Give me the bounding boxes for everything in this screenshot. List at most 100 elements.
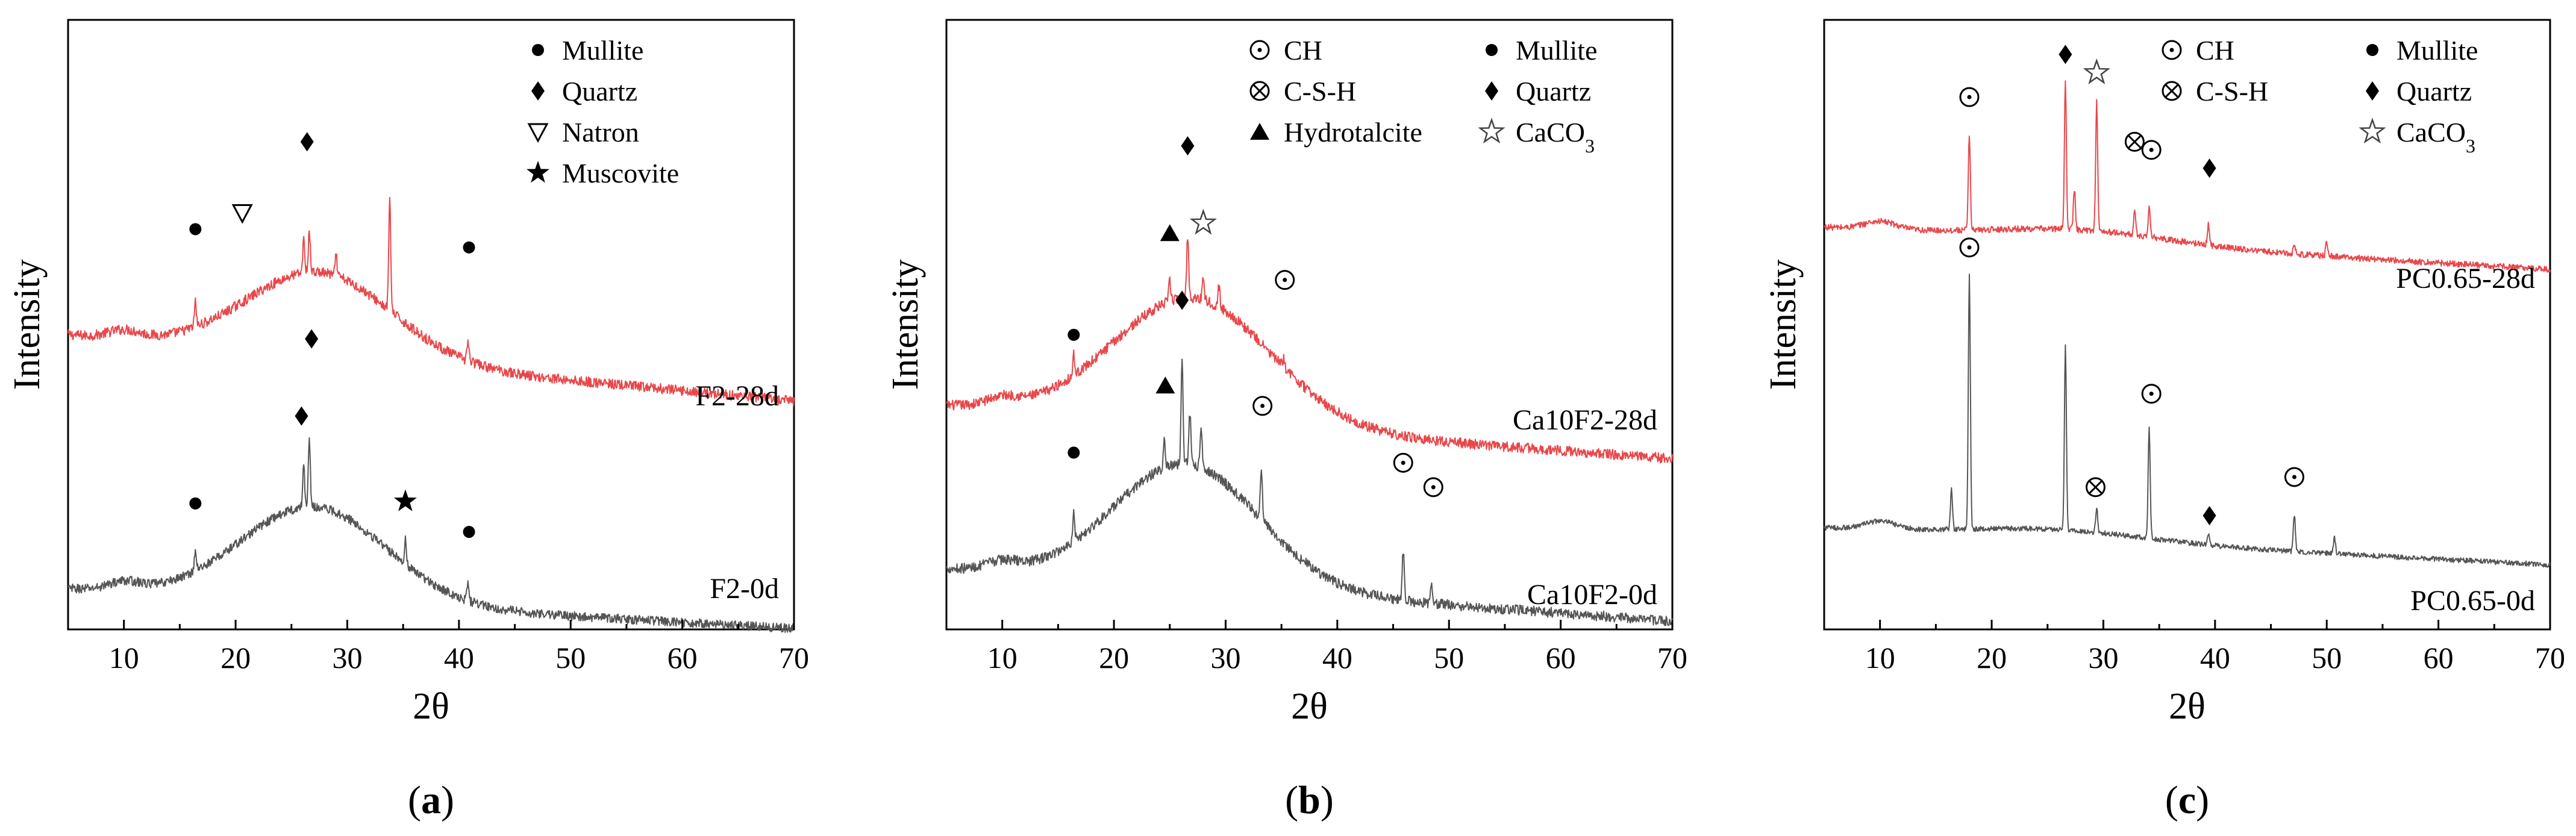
- peak-marker-filled-triangle-up-icon: [1160, 224, 1180, 242]
- series-line-PC0.65-28d: [1824, 80, 2551, 273]
- series-line-PC0.65-0d: [1824, 273, 2551, 568]
- plot-frame: [945, 19, 1674, 631]
- peak-marker-filled-triangle-up-icon: [1155, 376, 1175, 394]
- x-tick-label: 10: [987, 641, 1018, 675]
- series-line-Ca10F2-28d: [946, 239, 1673, 464]
- peak-marker-open-circle-dot-icon: [1959, 237, 1980, 258]
- peak-marker-filled-circle-icon: [189, 497, 202, 510]
- legend-open-star-icon: [1478, 117, 1505, 144]
- x-tick-label: 40: [1322, 641, 1352, 675]
- peak-marker-open-circle-dot-icon: [1393, 452, 1413, 473]
- legend-label: CH: [1284, 35, 1322, 66]
- legend-open-circle-dot-icon: [2162, 40, 2182, 60]
- legend-filled-diamond-icon: [1485, 81, 1498, 101]
- x-tick-label: 10: [109, 641, 139, 675]
- legend-open-star-icon: [2359, 117, 2386, 144]
- legend-label: CaCO3: [1516, 117, 1595, 157]
- x-tick-label: 50: [555, 641, 586, 675]
- y-axis-title: Intensity: [1763, 260, 1804, 390]
- legend-filled-circle-icon: [2366, 44, 2378, 56]
- peak-marker-open-circle-dot-icon: [2141, 140, 2162, 160]
- legend-label: Muscovite: [562, 158, 679, 189]
- peak-marker-filled-diamond-icon: [1181, 136, 1195, 156]
- peak-marker-open-star-icon: [2083, 58, 2111, 84]
- legend-label: Hydrotalcite: [1284, 117, 1422, 148]
- legend-filled-triangle-up-icon: [1250, 123, 1269, 140]
- legend-label: Quartz: [1516, 76, 1591, 107]
- series-label: PC0.65-0d: [2410, 585, 2535, 617]
- legend-label: CH: [2196, 35, 2234, 66]
- panel-label: (c): [2165, 778, 2209, 822]
- legend-label: Mullite: [1516, 35, 1597, 66]
- peak-marker-filled-circle-icon: [189, 223, 202, 236]
- plot-frame: [67, 19, 795, 631]
- series-label: Ca10F2-28d: [1513, 404, 1657, 436]
- legend-filled-diamond-icon: [531, 81, 545, 101]
- legend-filled-circle-icon: [532, 44, 544, 56]
- legend-label: Quartz: [562, 76, 637, 107]
- legend-label: C-S-H: [2196, 76, 2268, 107]
- x-tick-label: 60: [667, 641, 698, 675]
- x-tick-label: 30: [332, 641, 362, 675]
- peak-marker-filled-diamond-icon: [1175, 290, 1189, 310]
- legend-open-circle-cross-icon: [2162, 81, 2182, 101]
- series-label: F2-28d: [695, 380, 779, 412]
- plot-frame: [1823, 19, 2551, 631]
- legend-label: Mullite: [2396, 35, 2478, 66]
- y-axis-title: Intensity: [7, 260, 48, 390]
- peak-marker-open-circle-dot-icon: [1275, 270, 1295, 290]
- peak-marker-open-circle-dot-icon: [1959, 87, 1980, 107]
- peak-marker-filled-circle-icon: [1068, 328, 1080, 341]
- legend-open-circle-cross-icon: [1249, 81, 1270, 101]
- legend-filled-circle-icon: [1486, 44, 1498, 56]
- y-axis-title: Intensity: [885, 260, 926, 390]
- series-label: PC0.65-28d: [2396, 263, 2535, 295]
- legend-label: C-S-H: [1284, 76, 1356, 107]
- peak-marker-open-circle-cross-icon: [2085, 477, 2106, 498]
- x-tick-label: 40: [444, 641, 474, 675]
- legend-open-circle-dot-icon: [1249, 40, 1270, 60]
- legend-filled-diamond-icon: [2366, 81, 2379, 101]
- x-tick-label: 50: [1434, 641, 1464, 675]
- panel-label: (b): [1285, 778, 1334, 822]
- legend-open-triangle-down-icon: [527, 123, 549, 143]
- peak-marker-open-circle-dot-icon: [2284, 467, 2304, 487]
- peak-marker-filled-diamond-icon: [300, 132, 314, 152]
- panel-c: PC0.65-28d PC0.65-0d CH Mullite C-S-H Quartz C…: [1763, 19, 2565, 822]
- x-tick-label: 20: [220, 641, 251, 675]
- peak-marker-open-circle-cross-icon: [2124, 131, 2145, 152]
- peak-marker-filled-star-icon: [393, 489, 417, 511]
- peak-marker-filled-circle-icon: [463, 526, 475, 538]
- x-axis-title: 2θ: [1291, 686, 1328, 727]
- panel-b: Ca10F2-28d Ca10F2-0d CH Mullite C-S-H Quartz H…: [885, 19, 1687, 822]
- x-tick-label: 60: [1546, 641, 1576, 675]
- peak-marker-filled-diamond-icon: [2202, 506, 2216, 526]
- x-tick-label: 30: [1210, 641, 1240, 675]
- x-tick-label: 20: [1977, 641, 2007, 675]
- peak-marker-filled-diamond-icon: [2059, 45, 2072, 64]
- peak-marker-open-star-icon: [1189, 208, 1218, 235]
- x-tick-label: 70: [779, 641, 809, 675]
- x-axis-title: 2θ: [2169, 686, 2206, 727]
- x-axis-title: 2θ: [413, 686, 449, 727]
- x-tick-label: 50: [2312, 641, 2342, 675]
- series-line-F2-0d: [67, 437, 795, 633]
- x-tick-label: 10: [1865, 641, 1895, 675]
- panel-label: (a): [408, 778, 454, 822]
- series-line-Ca10F2-0d: [946, 358, 1673, 626]
- peak-marker-open-circle-dot-icon: [1252, 396, 1273, 416]
- peak-marker-filled-diamond-icon: [295, 406, 308, 426]
- legend-label: CaCO3: [2396, 117, 2475, 157]
- peak-marker-open-circle-dot-icon: [2141, 384, 2162, 404]
- series-label: F2-0d: [710, 573, 779, 605]
- x-tick-label: 20: [1099, 641, 1129, 675]
- x-tick-label: 70: [1657, 641, 1687, 675]
- peak-marker-open-circle-dot-icon: [1423, 477, 1443, 498]
- x-tick-label: 70: [2535, 641, 2565, 675]
- peak-marker-filled-diamond-icon: [2202, 158, 2216, 178]
- peak-marker-filled-circle-icon: [1068, 446, 1080, 459]
- peak-marker-filled-diamond-icon: [305, 329, 319, 349]
- peak-marker-open-triangle-down-icon: [231, 204, 253, 224]
- legend-label: Quartz: [2396, 76, 2472, 107]
